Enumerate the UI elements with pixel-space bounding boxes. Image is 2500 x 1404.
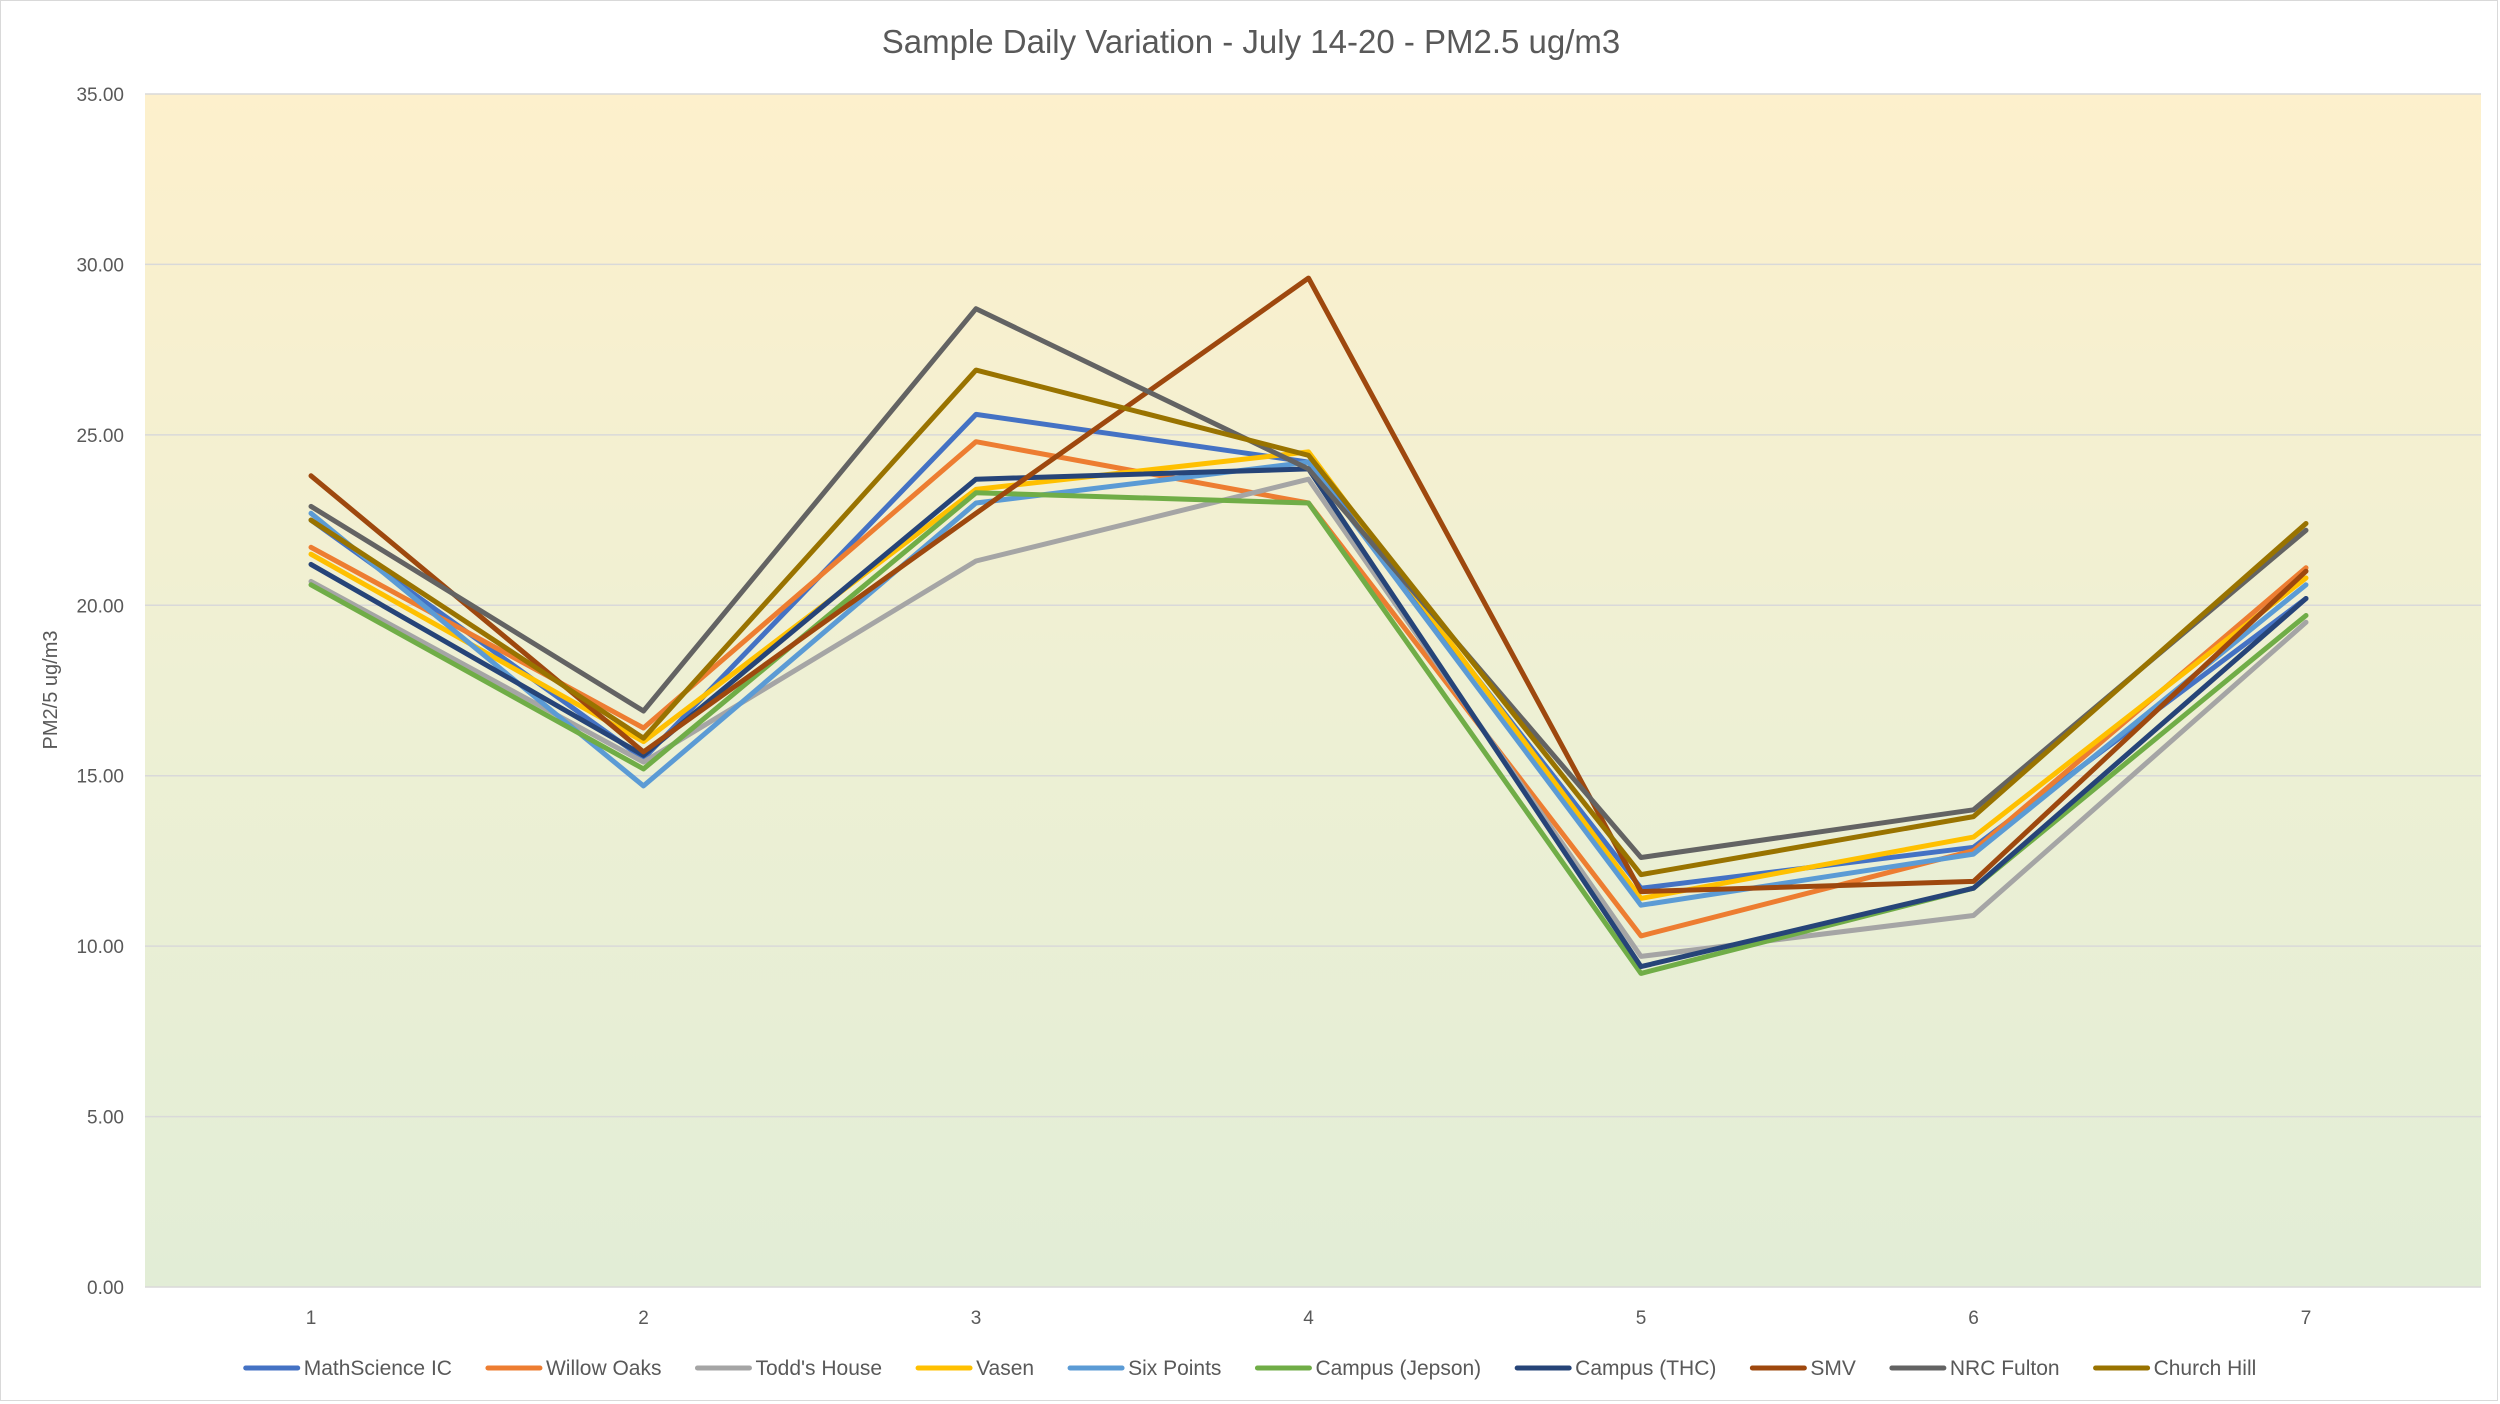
legend-label: Willow Oaks <box>546 1357 662 1380</box>
series-line <box>308 459 2309 908</box>
series-line <box>308 476 2309 959</box>
x-tick-label: 6 <box>1968 1308 1979 1329</box>
legend-label: Campus (THC) <box>1575 1357 1716 1380</box>
y-tick-label: 0.00 <box>87 1278 124 1299</box>
legend: MathScience IC Willow Oaks Todd's House Vas… <box>243 1357 2257 1380</box>
y-axis-tick-labels: 0.00 5.00 10.00 15.00 20.00 25.00 30.00 35.00 <box>76 85 124 1299</box>
y-tick-label: 30.00 <box>76 255 124 276</box>
x-tick-label: 4 <box>1303 1308 1314 1329</box>
series-line <box>308 275 2309 895</box>
plot-area <box>145 94 2481 1287</box>
series-line <box>308 449 2309 901</box>
chart-title: Sample Daily Variation - July 14-20 - PM… <box>882 23 1621 60</box>
x-tick-label: 7 <box>2301 1308 2312 1329</box>
y-tick-label: 20.00 <box>76 596 124 617</box>
series-line <box>308 306 2309 860</box>
series-lines <box>308 275 2309 976</box>
gridlines <box>145 93 2481 1288</box>
legend-label: Six Points <box>1128 1357 1221 1380</box>
x-axis-tick-labels: 1 2 3 4 5 6 7 <box>306 1308 2312 1329</box>
x-tick-label: 5 <box>1636 1308 1647 1329</box>
legend-label: SMV <box>1810 1357 1856 1380</box>
y-tick-label: 25.00 <box>76 426 124 447</box>
x-tick-label: 1 <box>306 1308 317 1329</box>
y-tick-label: 15.00 <box>76 767 124 788</box>
y-tick-label: 35.00 <box>76 85 124 106</box>
legend-label: NRC Fulton <box>1950 1357 2060 1380</box>
y-tick-label: 10.00 <box>76 937 124 958</box>
legend-label: Church Hill <box>2154 1357 2257 1380</box>
x-tick-label: 3 <box>971 1308 982 1329</box>
legend-label: Vasen <box>976 1357 1034 1380</box>
legend-label: Campus (Jepson) <box>1315 1357 1481 1380</box>
x-tick-label: 2 <box>638 1308 649 1329</box>
y-tick-label: 5.00 <box>87 1108 124 1129</box>
series-line <box>308 367 2309 878</box>
legend-label: MathScience IC <box>304 1357 452 1380</box>
y-axis-title: PM2/5 ug/m3 <box>40 631 62 750</box>
legend-label: Todd's House <box>755 1357 882 1380</box>
